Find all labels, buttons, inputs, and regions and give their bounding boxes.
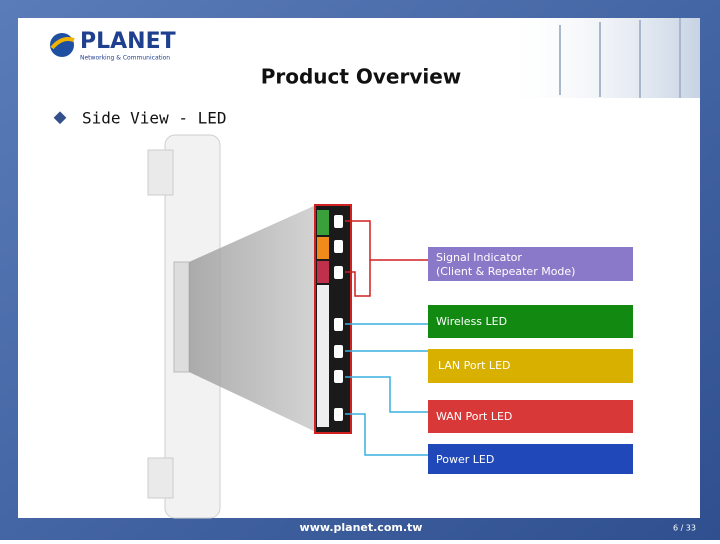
- device-clip: [147, 457, 174, 499]
- label: Signal Indicator: [436, 251, 522, 264]
- logo-swoosh: [50, 37, 75, 50]
- signal-bar: [317, 261, 329, 283]
- label: WAN Port LED: [436, 410, 512, 423]
- label: Power LED: [436, 453, 494, 466]
- signal-bar: [317, 237, 329, 259]
- label: LAN Port LED: [438, 359, 510, 372]
- page-number: 6 / 33: [673, 524, 696, 533]
- connectors: [345, 220, 428, 456]
- bullet-text: Side View - LED: [82, 109, 227, 128]
- server-racks: [559, 18, 681, 98]
- zoom-beam: [189, 205, 316, 432]
- device-led-panel: [173, 261, 190, 373]
- label: Wireless LED: [436, 315, 507, 328]
- icon-column: [317, 285, 329, 427]
- label: (Client & Repeater Mode): [436, 265, 575, 278]
- footer-url: www.planet.com.tw: [300, 521, 423, 534]
- logo: PLANET: [80, 29, 176, 54]
- signal-bar: [317, 210, 329, 235]
- label-boxes: [428, 247, 633, 474]
- leds: [334, 215, 343, 421]
- title: Product Overview: [261, 65, 462, 89]
- bullet-icon: [53, 111, 67, 125]
- device-clip: [147, 149, 174, 196]
- logo-tagline: Networking & Communication: [80, 55, 170, 62]
